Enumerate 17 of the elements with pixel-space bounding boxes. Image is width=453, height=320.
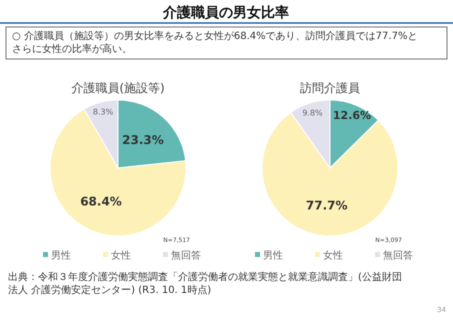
legend-label: 女性 [111, 250, 131, 262]
legend-label: 男性 [51, 250, 71, 262]
legend-label: 無回答 [171, 250, 201, 262]
text: 介護職員の男女比率 [162, 4, 289, 21]
legend-label: 無回答 [383, 250, 413, 262]
data-label: 68.4% [80, 194, 122, 208]
source-note: 出典：令和３年度介護労働実態調査「介護労働者の就業実態と就業意識調査」(公益財団法人 介護労働安定センター) (R3. 10. 1時点) [8, 271, 402, 296]
chart-title: 介護職員(施設等) [71, 81, 165, 95]
legend-label: 男性 [263, 250, 283, 262]
data-label: 8.3% [92, 108, 114, 117]
data-label: 12.6% [332, 108, 372, 122]
data-label: 9.8% [302, 108, 324, 118]
legend-label: 女性 [323, 250, 343, 262]
chart-title: 訪問介護員 [300, 81, 360, 95]
text: ○ 介護職員（施設等）の男女比率をみると女性が68.4%であり、訪問介護員では77.7%とさらに女性の比率が高い。 [12, 30, 418, 55]
data-label: 23.3% [122, 133, 164, 148]
data-label: 77.7% [306, 198, 348, 212]
